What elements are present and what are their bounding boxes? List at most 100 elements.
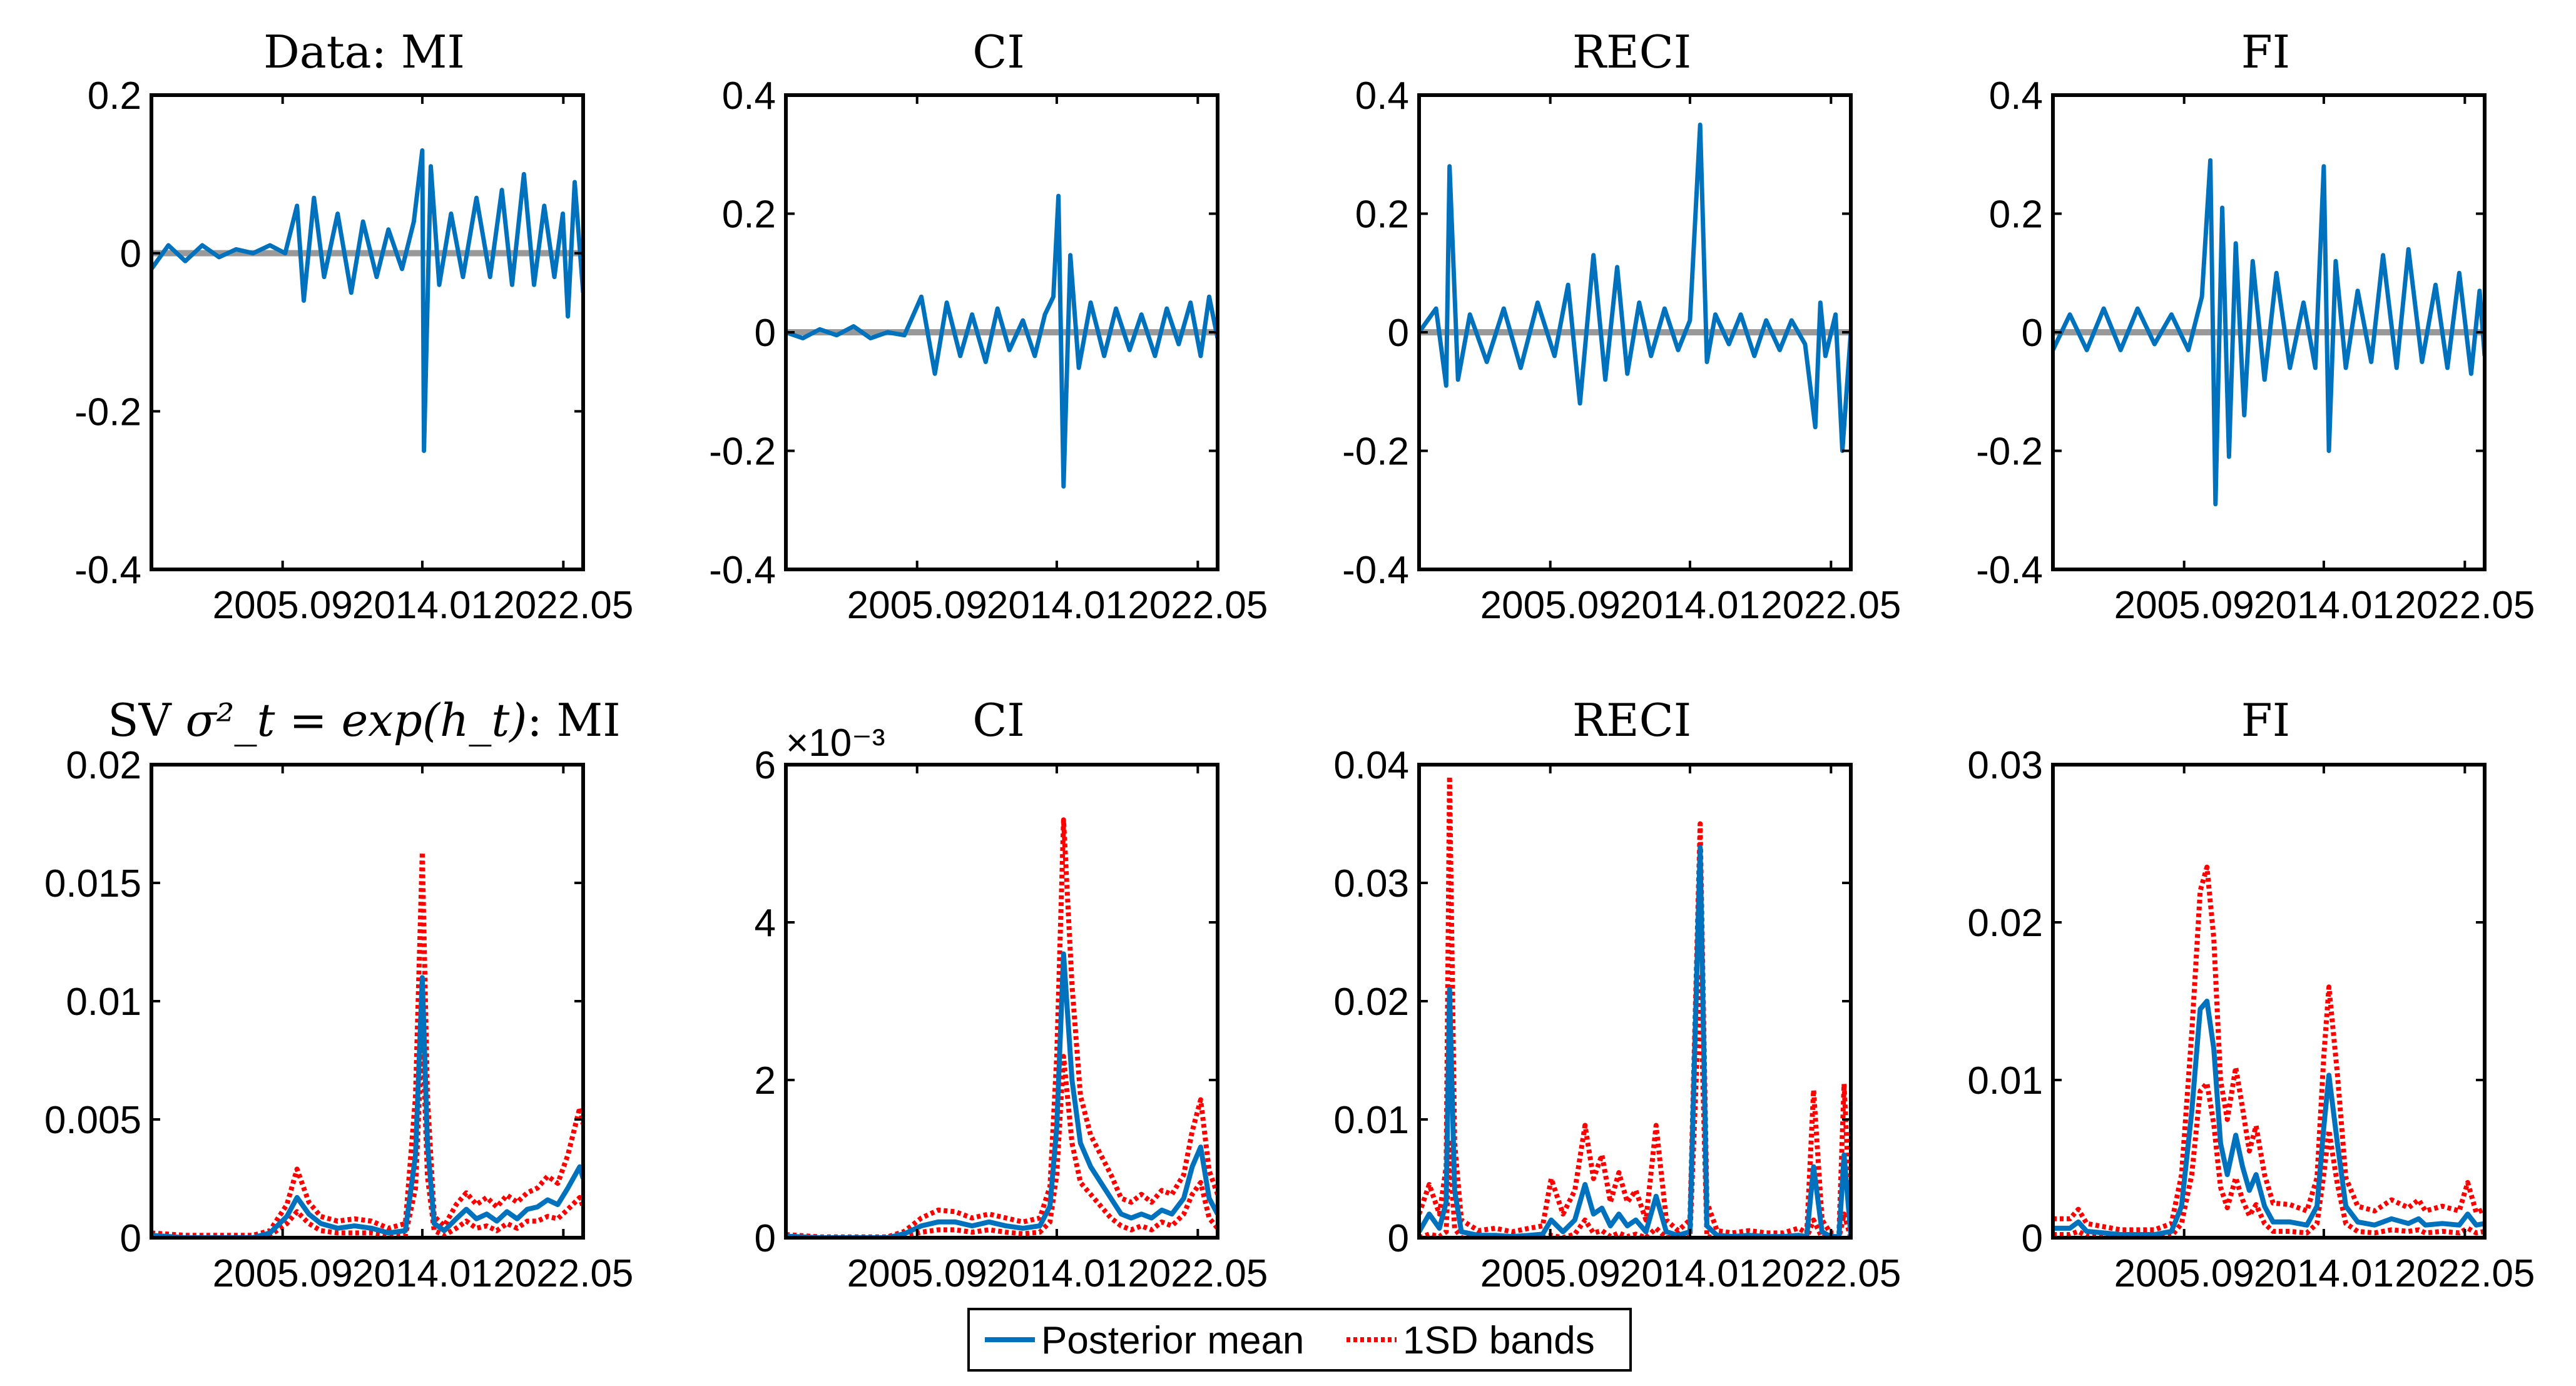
axes-box-mi-top: [150, 93, 585, 571]
ytick-label-reci-top-4: -0.4: [1342, 549, 1409, 592]
legend-mean-label: Posterior mean: [1041, 1319, 1304, 1362]
xtick-label-mi-top-2: 2022.05: [493, 584, 633, 627]
xtick-label-fi-bottom-0: 2005.09: [2114, 1252, 2254, 1295]
ytick-label-reci-top-3: -0.2: [1342, 431, 1409, 474]
band-line-reci-bottom-1: [1419, 975, 1851, 1238]
axes-box-mi-bottom: [150, 763, 585, 1240]
mean-line-reci-top-0: [1419, 122, 1851, 453]
ytick-label-mi-bottom-2: 0.01: [66, 981, 141, 1024]
ytick-label-reci-bottom-3: 0.01: [1333, 1099, 1409, 1142]
ytick-label-fi-top-1: 0.2: [1989, 193, 2043, 237]
ytick-label-mi-bottom-4: 0: [120, 1217, 141, 1260]
panel-mi-top: 0.2 0 -0.2 -0.4 2005.09 2014.01 2022.05: [74, 74, 633, 627]
axes-box-ci-bottom: [784, 763, 1219, 1240]
mean-line-reci-bottom-2: [1419, 845, 1851, 1238]
panel-mi-bottom: 0.02 0.015 0.01 0.005 0 2005.09 2014.01 2022.05: [44, 744, 634, 1295]
panel-title-bottom-reci: RECI: [1572, 694, 1691, 747]
ytick-label-reci-top-2: 0: [1388, 312, 1409, 355]
panel-title-top-ci: CI: [972, 26, 1025, 78]
mean-line-fi-top-0: [2053, 158, 2485, 507]
xtick-label-mi-bottom-2: 2022.05: [493, 1252, 633, 1295]
panel-reci-bottom: 0.04 0.03 0.02 0.01 0 2005.09 2014.01 2022.05: [1333, 744, 1901, 1295]
xtick-label-ci-top-1: 2014.01: [987, 584, 1127, 627]
mean-line-mi-top-0: [151, 148, 583, 453]
xtick-label-fi-bottom-1: 2014.01: [2254, 1252, 2394, 1295]
sv-formula: σ²_t = exp(h_t): [186, 694, 527, 747]
ytick-label-mi-top-3: -0.4: [74, 549, 141, 592]
xtick-label-mi-top-1: 2014.01: [352, 584, 492, 627]
xtick-label-ci-bottom-1: 2014.01: [987, 1252, 1127, 1295]
ytick-label-ci-top-3: -0.2: [709, 431, 776, 474]
exponent-label-ci-bottom: ×10⁻³: [786, 721, 885, 765]
band-line-ci-bottom-1: [786, 1054, 1218, 1238]
xtick-label-fi-top-0: 2005.09: [2114, 584, 2254, 627]
xtick-label-ci-bottom-0: 2005.09: [847, 1252, 987, 1295]
ytick-label-mi-top-1: 0: [120, 233, 141, 276]
ytick-label-reci-top-1: 0.2: [1355, 193, 1409, 237]
legend-box: [967, 1308, 1632, 1372]
ytick-label-ci-top-1: 0.2: [722, 193, 776, 237]
ytick-label-fi-top-4: -0.4: [1976, 549, 2043, 592]
panel-title-bottom-ci: CI: [972, 694, 1025, 747]
ytick-label-fi-bottom-2: 0.01: [1967, 1059, 2043, 1103]
mean-line-ci-top-0: [786, 193, 1218, 489]
xtick-label-mi-top-0: 2005.09: [213, 584, 353, 627]
mean-line-fi-bottom-2: [2053, 999, 2485, 1237]
ytick-label-mi-bottom-0: 0.02: [66, 744, 141, 787]
mean-line-ci-bottom-2: [786, 951, 1218, 1238]
xtick-label-ci-top-2: 2022.05: [1128, 584, 1268, 627]
ytick-label-ci-bottom-2: 2: [755, 1059, 776, 1103]
ytick-label-reci-bottom-2: 0.02: [1333, 981, 1409, 1024]
ytick-label-fi-top-3: -0.2: [1976, 431, 2043, 474]
ytick-label-mi-top-0: 0.2: [88, 74, 141, 118]
panel-title-top-mi: Data: MI: [263, 26, 465, 78]
xtick-label-fi-bottom-2: 2022.05: [2395, 1252, 2535, 1295]
legend-bands-label: 1SD bands: [1403, 1319, 1595, 1362]
band-line-mi-bottom-0: [151, 849, 583, 1238]
ytick-label-fi-top-2: 0: [2022, 312, 2043, 355]
panel-fi-top: 0.4 0.2 0 -0.2 -0.4 2005.09 2014.01 2022.05: [1976, 74, 2535, 627]
xtick-label-reci-top-1: 2014.01: [1620, 584, 1760, 627]
xtick-label-fi-top-1: 2014.01: [2254, 584, 2394, 627]
mean-line-mi-bottom-2: [151, 975, 583, 1238]
xtick-label-reci-bottom-1: 2014.01: [1620, 1252, 1760, 1295]
xtick-label-mi-bottom-1: 2014.01: [352, 1252, 492, 1295]
xtick-label-mi-bottom-0: 2005.09: [213, 1252, 353, 1295]
ytick-label-reci-top-0: 0.4: [1355, 74, 1409, 118]
axes-box-reci-bottom: [1417, 763, 1853, 1240]
panel-fi-bottom: 0.03 0.02 0.01 0 2005.09 2014.01 2022.05: [1967, 744, 2535, 1295]
ytick-label-reci-bottom-0: 0.04: [1333, 744, 1409, 787]
ytick-label-mi-bottom-3: 0.005: [44, 1099, 141, 1142]
ytick-label-fi-top-0: 0.4: [1989, 74, 2043, 118]
ytick-label-mi-top-2: -0.2: [74, 390, 141, 434]
ytick-label-ci-top-4: -0.4: [709, 549, 776, 592]
xtick-label-reci-bottom-2: 2022.05: [1761, 1252, 1901, 1295]
xtick-label-reci-top-2: 2022.05: [1761, 584, 1901, 627]
panel-title-bottom-mi: SV σ²_t = exp(h_t): MI: [108, 694, 620, 747]
axes-box-fi-bottom: [2051, 763, 2487, 1240]
ytick-label-ci-top-2: 0: [755, 312, 776, 355]
band-line-reci-bottom-0: [1419, 773, 1851, 1236]
legend: Posterior mean 1SD bands: [967, 1308, 1632, 1372]
ytick-label-ci-bottom-3: 0: [755, 1217, 776, 1260]
xtick-label-reci-top-0: 2005.09: [1480, 584, 1621, 627]
panel-title-bottom-fi: FI: [2241, 694, 2290, 747]
panel-ci-bottom: 6 4 2 0 2005.09 2014.01 2022.05 ×10⁻³: [755, 721, 1268, 1295]
panel-title-top-reci: RECI: [1572, 26, 1691, 78]
ytick-label-ci-top-0: 0.4: [722, 74, 776, 118]
ytick-label-fi-bottom-0: 0.03: [1967, 744, 2043, 787]
ytick-label-fi-bottom-1: 0.02: [1967, 902, 2043, 945]
panel-title-top-fi: FI: [2241, 26, 2290, 78]
band-line-ci-bottom-0: [786, 817, 1218, 1238]
ytick-label-ci-bottom-0: 6: [755, 744, 776, 787]
band-line-fi-bottom-0: [2053, 864, 2485, 1233]
xtick-label-ci-bottom-2: 2022.05: [1128, 1252, 1268, 1295]
ytick-label-reci-bottom-1: 0.03: [1333, 862, 1409, 905]
xtick-label-fi-top-2: 2022.05: [2395, 584, 2535, 627]
band-line-mi-bottom-1: [151, 1027, 583, 1238]
ytick-label-reci-bottom-4: 0: [1388, 1217, 1409, 1260]
panel-ci-top: 0.4 0.2 0 -0.2 -0.4 2005.09 2014.01 2022.05: [709, 74, 1268, 627]
panel-reci-top: 0.4 0.2 0 -0.2 -0.4 2005.09 2014.01 2022.05: [1342, 74, 1901, 627]
xtick-label-ci-top-0: 2005.09: [847, 584, 987, 627]
